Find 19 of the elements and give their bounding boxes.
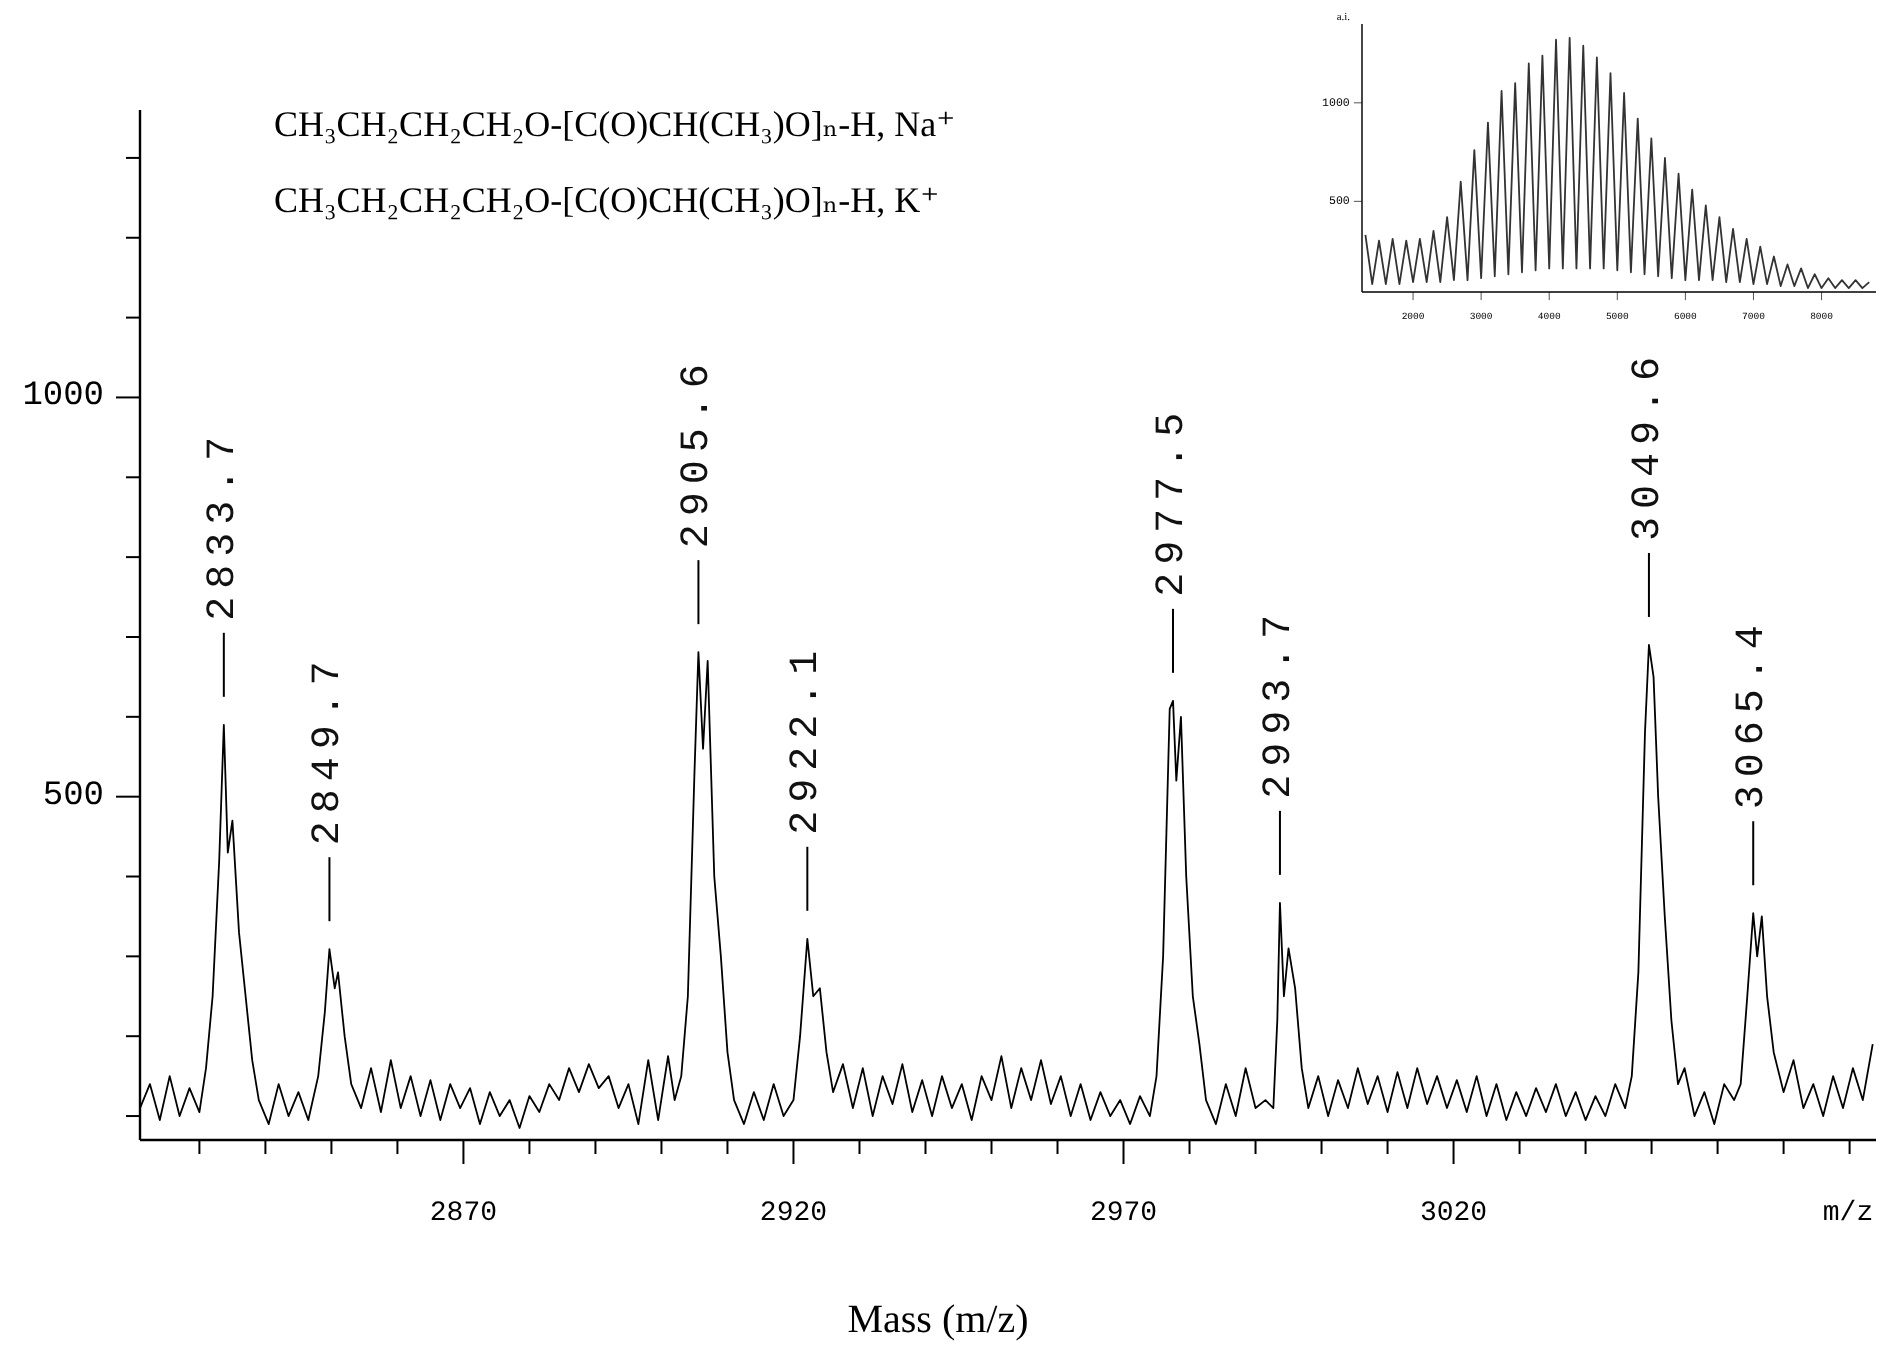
annotation: CH₃CH₂CH₂CH₂O-[C(O)CH(CH₃)O]ₙ-H, K⁺ <box>274 180 940 220</box>
x-axis-title: Mass (m/z) <box>847 1298 1029 1342</box>
x-tick-label: 2920 <box>759 1198 828 1230</box>
annotation: 3049.6 <box>1625 348 1672 541</box>
annotation: 2833.7 <box>200 428 247 621</box>
annotation: 3065.4 <box>1730 617 1777 810</box>
x-tick-label: 3020 <box>1419 1198 1488 1230</box>
x-tick-label: 2970 <box>1089 1198 1158 1230</box>
x-tick-label: 2870 <box>429 1198 498 1230</box>
annotation: 2993.7 <box>1256 606 1303 799</box>
line-series <box>1364 36 1871 289</box>
annotation: CH₃CH₂CH₂CH₂O-[C(O)CH(CH₃)O]ₙ-H, Na⁺ <box>274 104 956 144</box>
y-tick-label: 1000 <box>22 378 104 417</box>
annotation: 2922.1 <box>784 642 831 835</box>
y-tick-label: 500 <box>42 777 104 816</box>
annotation: 2849.7 <box>306 653 353 846</box>
text: m/z <box>1822 1198 1874 1230</box>
annotation: 2905.6 <box>675 356 722 549</box>
annotation: 2977.5 <box>1150 404 1197 597</box>
